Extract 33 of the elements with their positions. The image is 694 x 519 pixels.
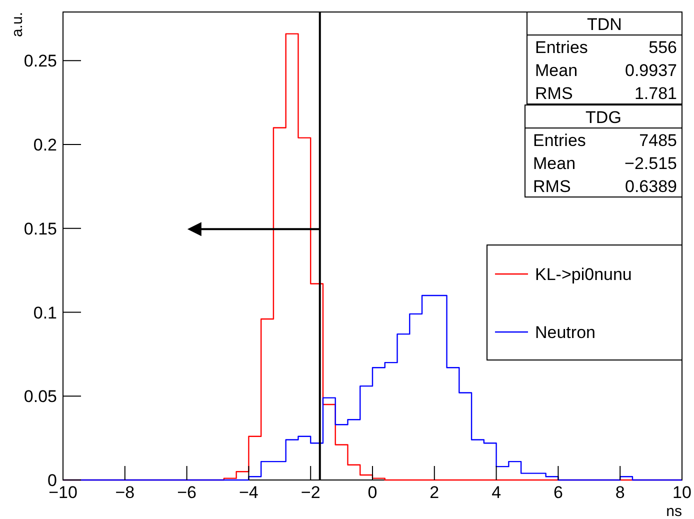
annotation: −2.515	[624, 154, 677, 173]
x-axis-title: ns	[666, 503, 682, 519]
annotation: 0.6389	[625, 177, 677, 196]
annotation: Entries	[533, 131, 586, 150]
x-tick-label: −2	[300, 483, 320, 502]
annotation: Mean	[535, 61, 578, 80]
x-tick-label: 0	[368, 483, 378, 502]
annotation: 7485	[639, 131, 677, 150]
x-tick-label: 8	[615, 483, 625, 502]
annotation: Mean	[533, 154, 576, 173]
y-tick-label: 0.2	[33, 136, 57, 155]
x-tick-label: 6	[553, 483, 563, 502]
annotation: Entries	[535, 38, 588, 57]
legend-label: KL->pi0nunu	[535, 265, 632, 284]
annotation: TDN	[587, 15, 622, 34]
annotation: 556	[648, 38, 677, 57]
annotation: RMS	[535, 84, 573, 103]
annotation: 0.9937	[625, 61, 677, 80]
x-tick-label: −6	[177, 483, 196, 502]
x-tick-label: −4	[239, 483, 258, 502]
y-tick-label: 0.25	[24, 52, 57, 71]
annotation: RMS	[533, 177, 571, 196]
x-tick-label: 2	[430, 483, 440, 502]
y-axis-title: a.u.	[9, 12, 26, 38]
y-tick-label: 0.1	[33, 303, 57, 322]
x-tick-label: −8	[115, 483, 135, 502]
x-tick-label: 10	[672, 483, 692, 502]
x-tick-label: 4	[492, 483, 502, 502]
y-tick-label: 0.15	[24, 219, 57, 238]
legend-label: Neutron	[535, 323, 596, 342]
annotation: 1.781	[634, 84, 677, 103]
annotation: TDG	[586, 108, 622, 127]
y-tick-label: 0.05	[24, 387, 57, 406]
